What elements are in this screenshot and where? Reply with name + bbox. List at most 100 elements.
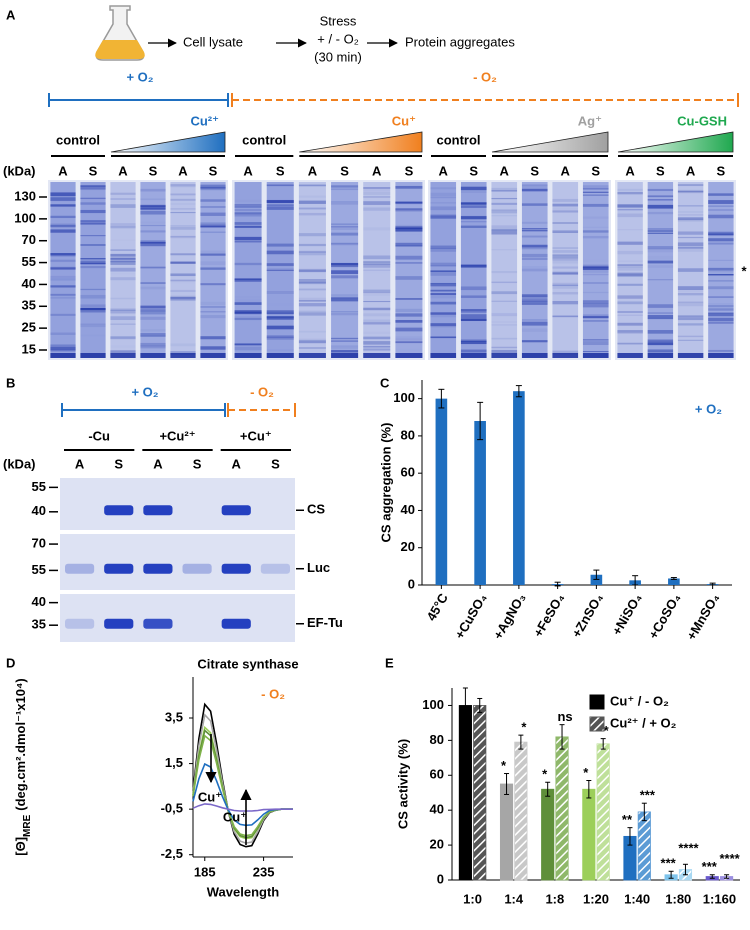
- gel-band: [491, 324, 518, 326]
- gel-band: [50, 197, 76, 202]
- gel-band: [363, 341, 391, 345]
- x-tick-label: +MnSO₄: [684, 591, 723, 643]
- gel-band: [617, 188, 643, 191]
- gel-band: [266, 336, 294, 340]
- gel-band: [110, 257, 136, 260]
- gel-band: [460, 202, 487, 205]
- gel-dye-front: [298, 353, 326, 358]
- gel-band: [677, 301, 704, 304]
- gel-band: [234, 343, 262, 345]
- gel-band: [708, 242, 734, 245]
- gel-band: [582, 188, 609, 190]
- gel-band: [552, 300, 579, 305]
- gel-band: [430, 283, 457, 287]
- gel-band: [430, 265, 457, 267]
- gel-band: [647, 204, 674, 209]
- gel-band: [552, 266, 579, 269]
- concentration-wedge: [299, 131, 423, 153]
- gel-band: [234, 346, 262, 351]
- gel-band: [50, 267, 76, 270]
- marker-label: 70: [22, 232, 36, 247]
- chart-title: Citrate synthase: [197, 656, 298, 671]
- gel-band: [110, 257, 136, 260]
- gel-band: [331, 201, 359, 205]
- gel-band: [266, 338, 294, 340]
- asterisk: *: [741, 263, 747, 278]
- gel-band: [460, 264, 487, 268]
- gel-band: [182, 563, 212, 574]
- gel-band: [331, 297, 359, 299]
- gel-band: [140, 222, 165, 224]
- gel-band: [110, 350, 136, 354]
- gel-dye-front: [200, 353, 226, 358]
- y-tick-label: 20: [430, 837, 444, 852]
- marker-label: 40: [22, 276, 36, 291]
- gel-band: [430, 262, 457, 267]
- treatment-label: Cu⁺: [392, 113, 416, 128]
- gel-band: [363, 207, 391, 211]
- gel-band: [521, 203, 548, 206]
- gel-band: [140, 335, 166, 337]
- gel-dye-front: [708, 353, 734, 358]
- lane-label: A: [243, 163, 253, 178]
- gel-band: [110, 316, 136, 321]
- gel-band: [582, 291, 609, 294]
- gel-band: [110, 192, 136, 195]
- gel-band: [331, 242, 359, 245]
- gel-band: [552, 209, 579, 213]
- gel-band: [234, 204, 262, 206]
- gel-band: [266, 316, 294, 318]
- gel-band: [298, 200, 326, 204]
- gel-band: [708, 209, 734, 211]
- gel-band: [80, 335, 105, 337]
- bar: [541, 788, 555, 881]
- gel-band: [110, 204, 136, 208]
- significance-label: ***: [640, 788, 656, 803]
- gel-band: [708, 200, 734, 204]
- gel-band: [582, 300, 609, 304]
- gel-band: [140, 230, 166, 233]
- panel-label: C: [380, 375, 390, 390]
- treatment-label: Cu-GSH: [677, 113, 727, 128]
- gel-band: [617, 204, 643, 208]
- x-tick-label: +CuSO₄: [452, 591, 490, 642]
- x-tick-label: 1:8: [545, 891, 564, 906]
- gel-band: [708, 238, 734, 242]
- annotation: Cu⁺: [223, 809, 247, 824]
- gel-band: [140, 224, 166, 227]
- significance-label: *: [604, 723, 610, 738]
- gel-band: [395, 276, 423, 280]
- y-tick-label: 80: [401, 427, 415, 442]
- gel-band: [582, 185, 609, 189]
- gel-band: [110, 277, 136, 281]
- lane-label: A: [561, 163, 571, 178]
- gel-band: [491, 225, 518, 228]
- lane-label: A: [153, 456, 163, 471]
- gel-band: [331, 275, 359, 279]
- gel-band: [331, 185, 359, 188]
- gel-band: [460, 216, 487, 220]
- gel-lane: [80, 182, 106, 358]
- gel-band: [708, 214, 734, 219]
- gel-band: [395, 201, 423, 205]
- lane-label: A: [58, 163, 68, 178]
- gel-band: [80, 220, 106, 223]
- gel-band: [648, 256, 673, 260]
- gel-band: [395, 336, 423, 340]
- gel-band: [298, 200, 326, 204]
- gel-band: [50, 344, 76, 347]
- gel-band: [200, 306, 226, 308]
- gel-band: [110, 336, 136, 339]
- gel-band: [200, 336, 226, 340]
- gel-band: [298, 303, 326, 307]
- gel-band: [50, 296, 76, 299]
- gel-band: [521, 253, 548, 258]
- marker-label: 55: [32, 479, 46, 494]
- lane-label: S: [276, 163, 285, 178]
- gel-band: [298, 184, 326, 187]
- gel-band: [617, 322, 643, 326]
- gel-band: [140, 188, 166, 192]
- gel-band: [552, 231, 579, 233]
- legend-swatch: [589, 694, 605, 710]
- gel-band: [50, 259, 76, 263]
